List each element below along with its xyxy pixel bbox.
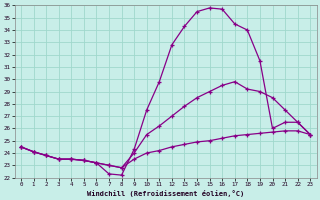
X-axis label: Windchill (Refroidissement éolien,°C): Windchill (Refroidissement éolien,°C) — [87, 190, 244, 197]
